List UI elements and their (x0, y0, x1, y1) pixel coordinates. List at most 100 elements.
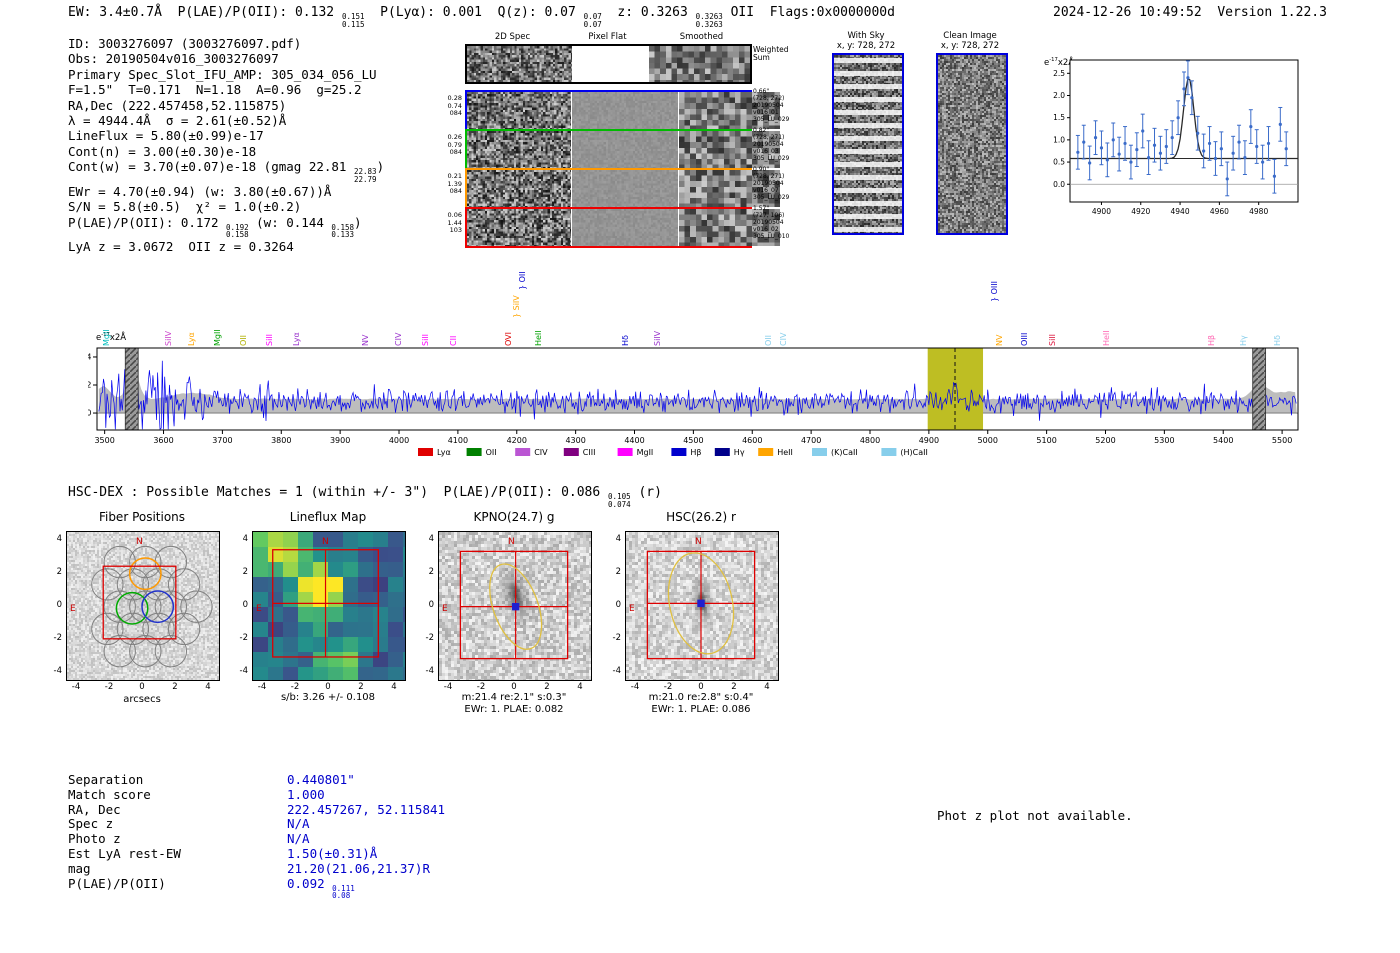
info-line-12: LyA z = 3.0672 OII z = 0.3264 (68, 239, 384, 254)
cutout-0-ytick-2: 2 (56, 567, 62, 577)
cutout-1-xtick-4: 4 (391, 682, 397, 692)
full-spectrum-plot: 3500 3600 3700 3800 3900 4000 4100 4200 4300 4400… (88, 347, 1299, 457)
clean-image-coords: x, y: 728, 272 (940, 41, 1000, 51)
spec2d-row-3-right-3: v016_02 (753, 225, 779, 233)
match-4-text-0: N/A (287, 831, 310, 847)
spec2d-row-1-left-0: 0.26 (447, 133, 462, 141)
header-timestamp: 2024-12-26 10:49:52 Version 1.22.3 (1053, 5, 1327, 20)
svg-text:(K)CaII: (K)CaII (831, 448, 858, 457)
spec2d-row-0-2d-image (467, 92, 572, 129)
spec2d-row-1-right-2: 20190504 (753, 140, 784, 148)
svg-text:5000: 5000 (978, 436, 998, 445)
match-row-value-5: 1.50(±0.31)Å (287, 846, 377, 861)
match-row-label-3: Spec z (68, 816, 114, 832)
emission-label-hγ-25: Hγ (1239, 335, 1249, 346)
spec2d-row-3-left-2: 103 (449, 226, 462, 235)
svg-text:4920: 4920 (1131, 207, 1150, 216)
svg-text:Hβ: Hβ (690, 448, 701, 457)
svg-text:4900: 4900 (919, 436, 939, 445)
with-sky-image (832, 53, 904, 235)
svg-text:3900: 3900 (330, 436, 350, 445)
line-fit-plot: 4900 4920 4940 4960 4980 0.0 0.5 1.0 1.5 2.0 2.5 (1053, 59, 1299, 216)
emission-label-nv-20: NV (994, 334, 1004, 346)
cutout-overlay-3: NE (629, 537, 756, 660)
weighted-sum-smoothed-image (648, 46, 750, 82)
svg-text:4900: 4900 (1092, 207, 1111, 216)
emission-label-siiv-16: SiIV (653, 330, 663, 346)
spectrum-units-text-2: x2Å (109, 332, 127, 343)
info-line-11: P(LAE)/P(OII): 0.172 0.192 0.158 (w: 0.14… (68, 215, 384, 240)
cutout-2-xtick--2: -2 (476, 682, 486, 692)
hsc-frac-1-hi: 0.105 (608, 492, 631, 501)
info-line-2: Primary Spec_Slot_IFU_AMP: 305_034_056_L… (68, 67, 384, 82)
emission-label-civ-18: CIV (779, 332, 789, 346)
match-row-label-1: Match score (68, 786, 151, 802)
svg-text:4800: 4800 (860, 436, 880, 445)
cutout-2-ytick-0: 0 (428, 600, 434, 610)
header-summary: EW: 3.4±0.7Å P(LAE)/P(OII): 0.132 0.151 0… (68, 5, 895, 29)
spec2d-row-0-left-2: 084 (449, 109, 462, 118)
spec2d-row-2-left-2: 084 (449, 187, 462, 196)
info-line-9: EWr = 4.70(±0.94) (w: 3.80(±0.67))Å (68, 184, 384, 199)
svg-text:E: E (70, 604, 76, 614)
cutout-3-caption-1: EWr: 1. PLAE: 0.086 (651, 704, 751, 715)
clean-image (936, 53, 1008, 235)
svg-text:3600: 3600 (153, 436, 173, 445)
svg-text:OII: OII (486, 448, 497, 457)
header-frac-5: 0.3263 0.3263 (696, 13, 723, 29)
hsc-frac-1: 0.105 0.074 (608, 493, 631, 509)
header-frac-5-lo: 0.3263 (695, 19, 723, 29)
info-line-1: Obs: 20190504v016_3003276097 (68, 51, 384, 66)
spec2d-row-1-left-1: 0.79 (447, 140, 462, 149)
svg-text:(H)CaII: (H)CaII (900, 448, 927, 457)
emission-label-siii-5: SiII (264, 333, 274, 346)
cutout-title-3: HSC(26.2) r (666, 510, 736, 524)
match-row-label-4: Photo z (68, 831, 121, 847)
cutout-2-xtick-0: 0 (511, 682, 517, 692)
match-3-text-0: N/A (287, 816, 310, 832)
info-11-frac-1-hi: 0.192 (226, 222, 249, 232)
match-row-value-6: 21.20(21.06,21.37)R (287, 861, 430, 876)
spec2d-row-2-right-4: 305_LU_029 (753, 193, 790, 201)
cutout-0-xtick-2: 2 (172, 682, 178, 692)
svg-text:CIV: CIV (534, 448, 548, 457)
spec2d-row-2-pixelflat-image (572, 170, 678, 207)
cutout-3-ytick-0: 0 (615, 600, 621, 610)
spec2d-row-2-right-1: (728, 271) (753, 172, 785, 180)
info-line-5: λ = 4944.4Å σ = 2.61(±0.52)Å (68, 113, 384, 128)
info-line-4: RA,Dec (222.457458,52.115875) (68, 98, 384, 113)
info-11-text-4: ) (354, 214, 362, 230)
emission-label-hβ-24: Hβ (1206, 334, 1216, 346)
spectrum-units-sup-1: -17 (101, 332, 110, 338)
spec2d-row-3-right-1: (727, 106) (753, 211, 785, 219)
svg-text:E: E (256, 604, 262, 614)
spec2d-row-0-left-labels: 0.28 0.74 084 (428, 94, 462, 118)
svg-text:5300: 5300 (1154, 436, 1174, 445)
info-11-text-2: (w: 0.144 (248, 214, 332, 230)
spec2d-row-1-right-3: v016_03 (753, 147, 779, 155)
emission-label-heii-14: HeII (534, 330, 544, 346)
header-frac-3-hi: 0.07 (583, 12, 602, 21)
info-11-frac-3-hi: 0.158 (331, 222, 354, 232)
info-2-text-0: Primary Spec_Slot_IFU_AMP: 305_034_056_L… (68, 66, 377, 82)
info-8-frac-1: 22.83 22.79 (354, 168, 377, 184)
svg-text:4960: 4960 (1210, 207, 1229, 216)
spec2d-row-0-smoothed-image (678, 92, 780, 129)
spec2d-row-1 (465, 129, 780, 170)
cutout-2-caption-0: m:21.4 re:2.1" s:0.3" (461, 692, 567, 703)
svg-text:5500: 5500 (1272, 436, 1292, 445)
info-8-text-0: Cont(w) = 3.70(±0.07)e-18 (gmag 22.81 (68, 159, 354, 175)
svg-text:4500: 4500 (683, 436, 703, 445)
cutout-2-ytick--2: -2 (425, 633, 434, 643)
spec2d-row-0-right-0: 0.66" (753, 88, 770, 95)
emission-label-civ-8: CIV (394, 332, 404, 346)
emission-label-cii-10: CII (449, 335, 459, 346)
match-7-frac-1-lo: 0.08 (332, 891, 351, 901)
match-row-label-5: Est LyA rest-EW (68, 846, 181, 861)
svg-text:3500: 3500 (94, 436, 114, 445)
spec2d-row-0-pixelflat-image (572, 92, 678, 129)
spec2d-row-2-left-labels: 0.21 1.39 084 (428, 172, 462, 196)
info-1-text-0: Obs: 20190504v016_3003276097 (68, 51, 279, 67)
cutout-2-xtick-4: 4 (577, 682, 583, 692)
spec2d-row-2-left-0: 0.21 (447, 172, 462, 180)
